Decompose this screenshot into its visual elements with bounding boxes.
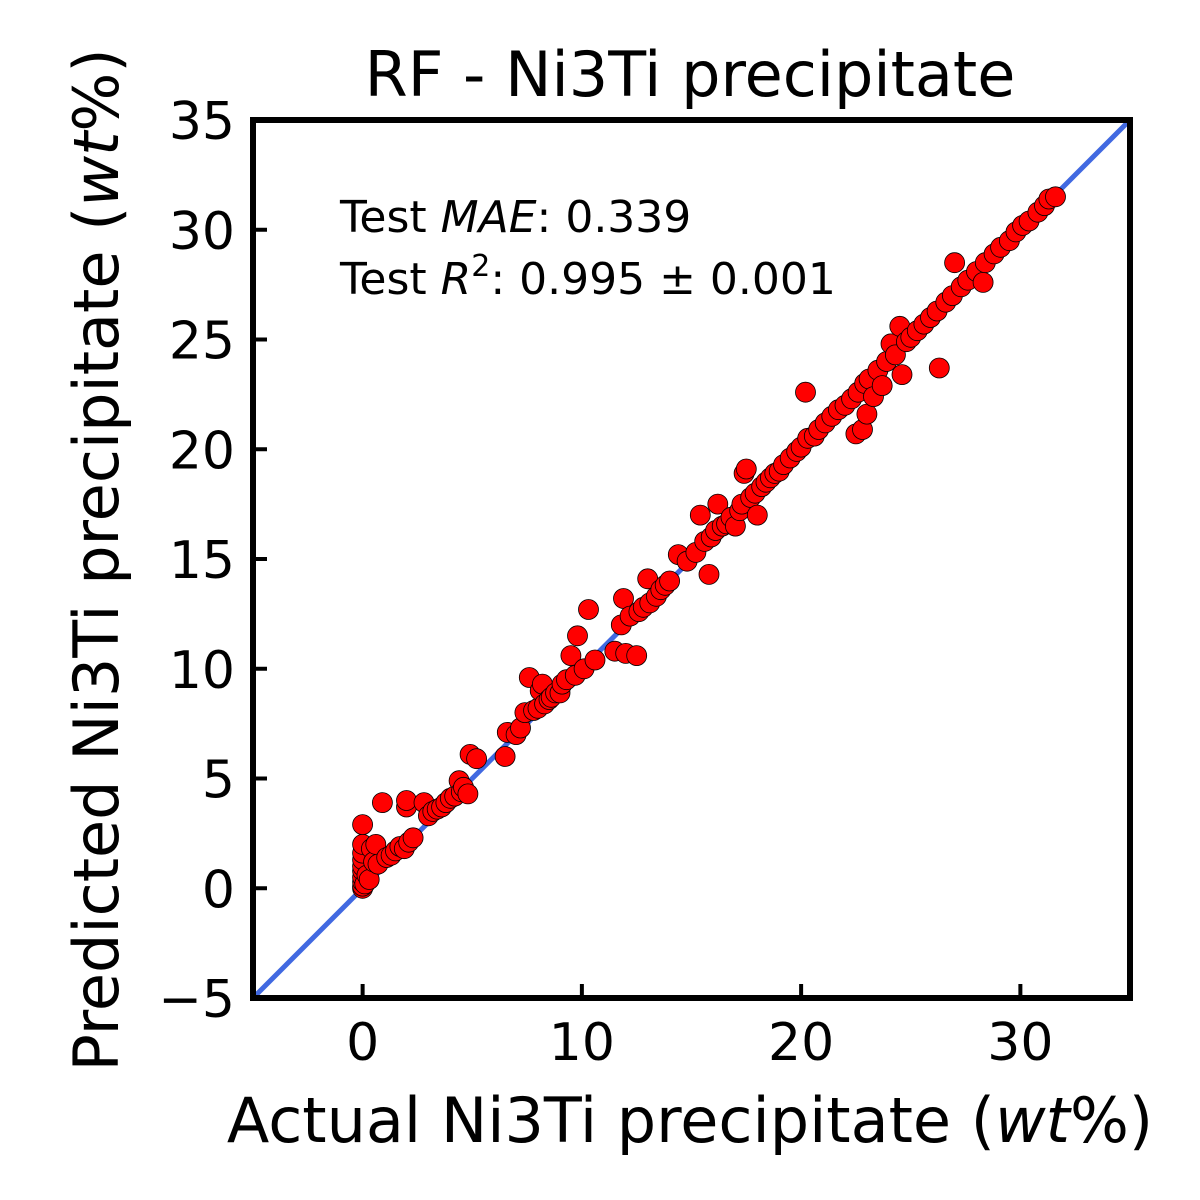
x-axis-label-text: Actual Ni3Ti precipitate ( [227, 1084, 995, 1157]
data-point [560, 645, 582, 666]
data-point [584, 649, 606, 671]
data-point [891, 364, 913, 386]
data-point [689, 504, 711, 526]
r2-annotation: Test R2: 0.995 ± 0.001 [339, 249, 836, 305]
data-point [698, 564, 720, 585]
y-tick-label: 30 [169, 202, 235, 262]
mae-symbol: MAE [441, 192, 537, 243]
data-point [1045, 186, 1066, 208]
data-point [457, 783, 479, 805]
y-axis-label-text: Predicted Ni3Ti precipitate ( [60, 207, 133, 1072]
data-point [352, 814, 374, 835]
y-tick-label: 5 [202, 751, 235, 811]
y-tick-label: 15 [169, 531, 235, 591]
x-tick-label: 10 [549, 1013, 615, 1073]
data-point [371, 792, 393, 813]
mae-prefix: Test [339, 192, 441, 243]
y-axis-label: Predicted Ni3Ti precipitate (wt%) [60, 48, 133, 1071]
y-tick-label: −5 [158, 970, 235, 1030]
data-point [928, 357, 950, 379]
y-tick-label: 35 [169, 92, 235, 152]
axis-ticks: 0 10 20 30 −5 0 5 10 15 20 25 30 35 [158, 92, 1053, 1073]
data-point [466, 748, 488, 770]
data-point [735, 458, 757, 480]
data-point [871, 375, 893, 397]
data-point [396, 790, 417, 811]
data-point [578, 599, 599, 620]
x-axis-label-end: %) [1070, 1084, 1153, 1157]
r2-superscript: 2 [471, 249, 490, 284]
mae-annotation: Test MAE: 0.339 [339, 192, 691, 243]
data-point [402, 827, 424, 849]
data-point [795, 381, 816, 403]
data-point [746, 504, 768, 526]
x-tick-label: 0 [346, 1013, 379, 1073]
x-axis-label: Actual Ni3Ti precipitate (wt%) [227, 1084, 1153, 1157]
data-point [856, 403, 878, 425]
data-point [494, 746, 516, 767]
r2-prefix: Test [339, 254, 441, 305]
y-axis-label-end: %) [60, 48, 133, 131]
plot-frame [250, 117, 1133, 1001]
chart-title: RF - Ni3Ti precipitate [365, 38, 1016, 111]
y-tick-label: 0 [202, 860, 235, 920]
r2-value: : 0.995 ± 0.001 [490, 254, 836, 305]
data-point [626, 645, 648, 666]
mae-value: : 0.339 [537, 192, 692, 243]
data-point [944, 252, 965, 274]
y-tick-label: 20 [169, 421, 235, 481]
y-tick-label: 25 [169, 312, 235, 372]
x-tick-label: 30 [987, 1013, 1053, 1073]
data-point [707, 493, 729, 515]
data-point [613, 588, 634, 609]
data-points [352, 186, 1066, 899]
data-point [659, 570, 680, 592]
y-tick-label: 10 [169, 641, 235, 701]
x-tick-label: 20 [768, 1013, 834, 1073]
x-axis-label-unit: wt [995, 1084, 1073, 1157]
data-point [567, 625, 588, 647]
data-point [972, 271, 994, 293]
y-axis-label-unit: wt [60, 129, 133, 207]
r2-symbol: R [441, 254, 472, 305]
